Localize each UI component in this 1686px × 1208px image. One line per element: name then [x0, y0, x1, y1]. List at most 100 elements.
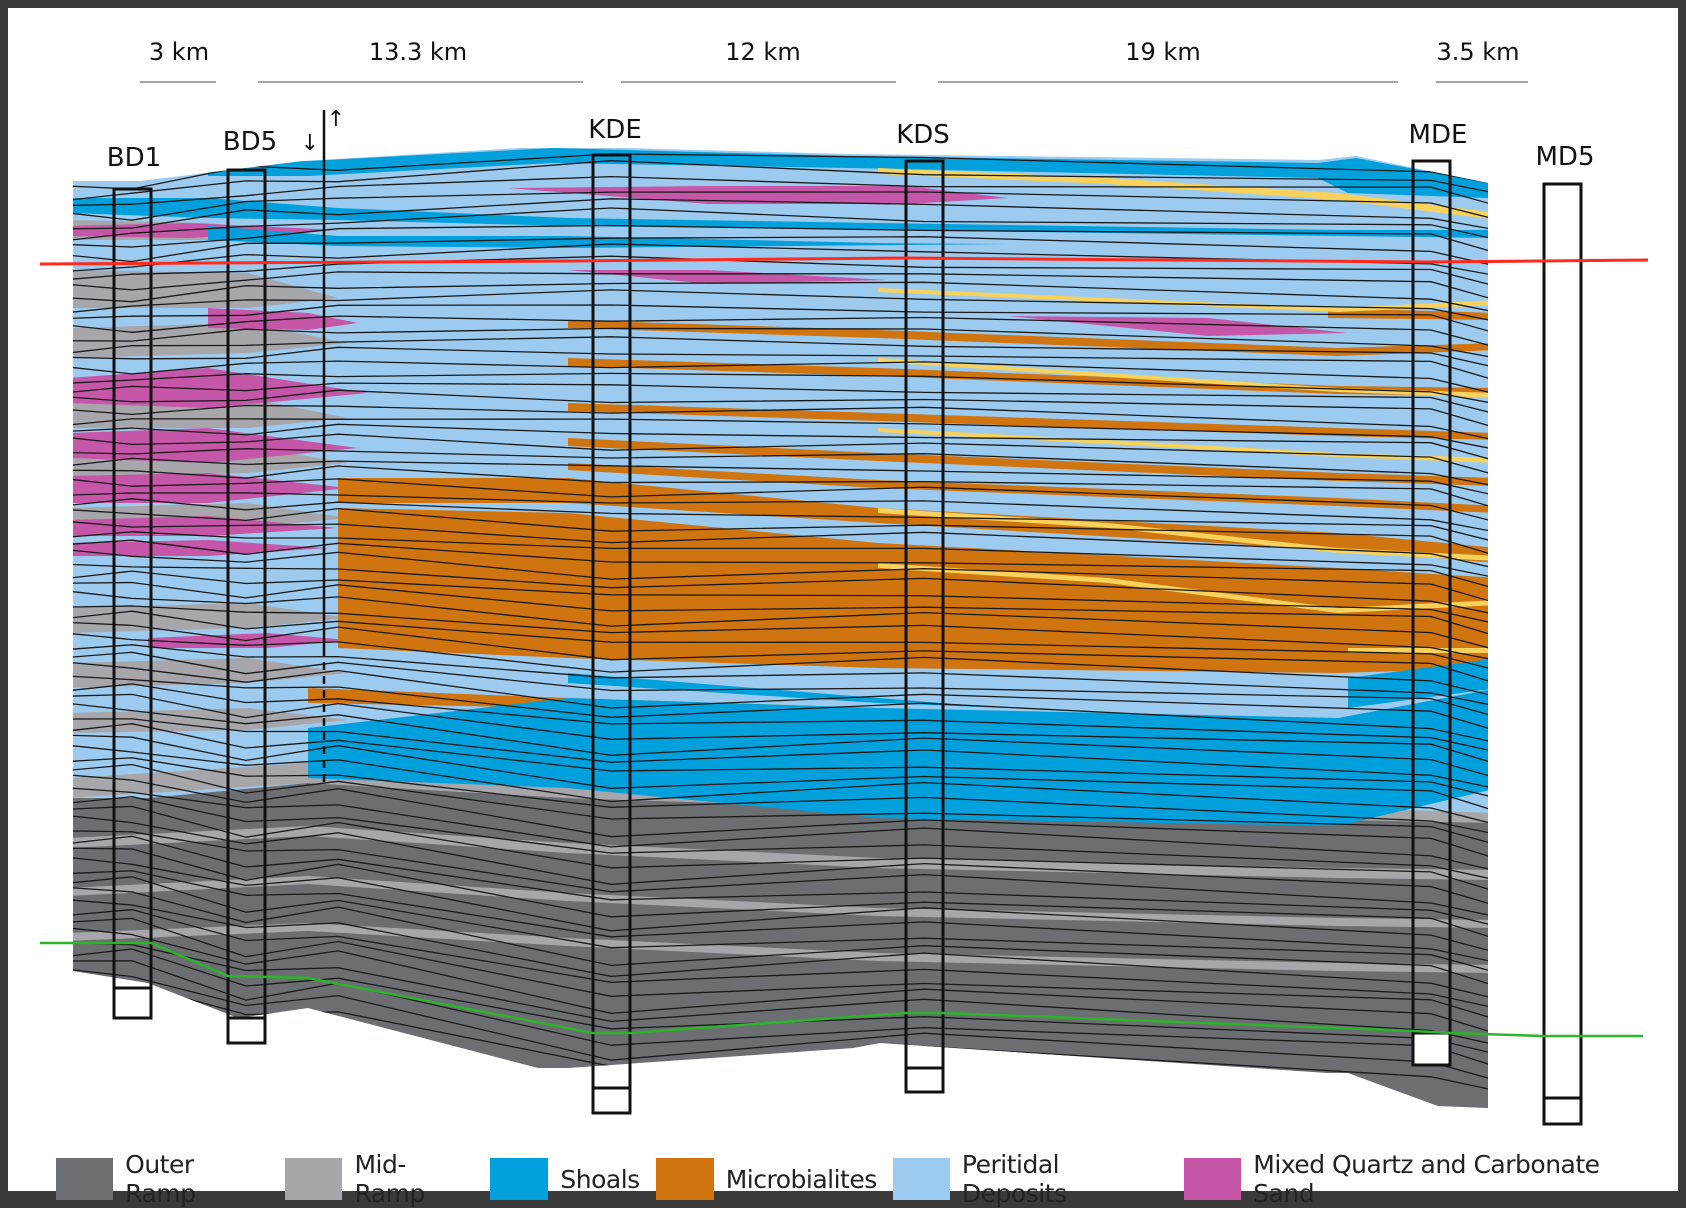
- correlation-line: [73, 418, 1488, 471]
- correlation-line: [73, 289, 1488, 343]
- legend-swatch: [655, 1158, 714, 1200]
- legend-label: Microbialites: [725, 1164, 878, 1194]
- legend-item-peritidal: Peritidal Deposits: [892, 1150, 1168, 1208]
- correlation-lines: [73, 153, 1488, 1108]
- mixed-sand-lens: [73, 473, 348, 503]
- correlation-line: [73, 327, 1488, 374]
- correlation-line: [73, 346, 1488, 401]
- well-base: [904, 1066, 945, 1094]
- correlation-line: [73, 948, 1488, 1078]
- correlation-line: [73, 236, 1488, 282]
- well-base: [112, 986, 153, 1020]
- correlation-line: [73, 570, 1488, 646]
- legend-swatch: [1184, 1158, 1242, 1200]
- correlation-line: [73, 198, 1488, 246]
- lower-marker-line: [40, 941, 1643, 1038]
- well-base: [1411, 1031, 1452, 1067]
- correlation-line: [73, 160, 1488, 215]
- correlation-line: [73, 774, 1488, 880]
- correlation-line: [73, 702, 1488, 797]
- correlation-line: [73, 433, 1488, 494]
- correlation-line: [73, 336, 1488, 390]
- correlation-line: [73, 465, 1488, 529]
- well-labels: BD1 BD5 KDE KDS MDE MD5: [107, 115, 1595, 173]
- mid-ramp-band: [73, 603, 348, 633]
- mixed-sand-lens: [1008, 316, 1348, 336]
- well-label: MDE: [1409, 120, 1468, 150]
- mixed-sand-lens: [73, 223, 338, 238]
- correlation-line: [73, 605, 1488, 678]
- distance-label: 13.3 km: [369, 38, 467, 66]
- correlation-line: [73, 281, 1488, 327]
- legend-swatch: [892, 1158, 950, 1200]
- correlation-line: [73, 723, 1488, 821]
- correlation-line: [73, 763, 1488, 867]
- figure-frame: 3 km 13.3 km 12 km 19 km 3.5 km: [8, 8, 1678, 1208]
- well-bases: [112, 986, 1583, 1126]
- legend-swatch: [490, 1158, 549, 1200]
- yellow-bed: [878, 168, 1488, 220]
- legend-swatch: [56, 1158, 114, 1200]
- correlation-line: [73, 734, 1488, 833]
- legend-item-microbialites: Microbialites: [655, 1158, 878, 1200]
- correlation-line: [73, 683, 1488, 774]
- correlation-line: [73, 389, 1488, 448]
- correlation-line: [73, 224, 1488, 273]
- fault: ↓ ↑: [301, 107, 345, 788]
- well-label: MD5: [1536, 142, 1595, 172]
- correlation-line: [73, 539, 1488, 610]
- legend-swatch: [285, 1158, 343, 1200]
- correlation-line: [73, 563, 1488, 629]
- correlation-line: [73, 675, 1488, 758]
- correlation-line: [73, 886, 1488, 1008]
- well-base: [1542, 1096, 1583, 1126]
- correlation-line: [73, 796, 1488, 903]
- correlation-line: [73, 651, 1488, 739]
- shoal-band: [73, 198, 1488, 238]
- microbialite-band: [568, 438, 1488, 486]
- mid-ramp-band: [73, 876, 1488, 928]
- yellow-bed: [878, 358, 1488, 398]
- well-label: KDE: [588, 115, 642, 145]
- correlation-line: [73, 382, 1488, 436]
- fault-down-arrow: ↓: [301, 131, 319, 156]
- correlation-line: [73, 207, 1488, 261]
- correlation-line: [73, 847, 1488, 961]
- correlation-line: [73, 498, 1488, 564]
- correlation-line: [73, 404, 1488, 455]
- yellow-bed: [878, 508, 1488, 561]
- distance-label: 3 km: [149, 38, 209, 66]
- well-label: KDS: [896, 120, 950, 150]
- upper-marker-line: [39, 256, 1649, 266]
- correlation-line: [73, 960, 1488, 1089]
- fault-up-arrow: ↑: [327, 107, 345, 132]
- distance-label: 12 km: [725, 38, 800, 66]
- legend-item-outer-ramp: Outer Ramp: [56, 1150, 269, 1208]
- distance-label: 19 km: [1125, 38, 1200, 66]
- well-label: BD1: [107, 143, 161, 173]
- correlation-line: [73, 644, 1488, 727]
- shoal-band: [308, 688, 1488, 826]
- correlation-line: [73, 610, 1488, 693]
- mid-ramp-band: [73, 270, 338, 308]
- correlation-line: [73, 175, 1488, 225]
- correlation-panel: 3 km 13.3 km 12 km 19 km 3.5 km: [39, 38, 1649, 1126]
- legend-label: Mid-Ramp: [354, 1150, 425, 1208]
- yellow-bed: [1348, 648, 1488, 653]
- correlation-line: [73, 531, 1488, 599]
- correlation-line: [73, 805, 1488, 912]
- mid-ramp-band: [73, 708, 348, 733]
- shoal-band: [208, 148, 1488, 198]
- legend-item-shoals: Shoals: [490, 1158, 640, 1200]
- well-label: BD5: [223, 127, 277, 157]
- legend-item-mid-ramp: Mid-Ramp: [285, 1150, 474, 1208]
- correlation-line: [73, 927, 1488, 1055]
- mixed-sand-lens: [508, 186, 1008, 204]
- correlation-line: [73, 718, 1488, 806]
- correlation-line: [73, 549, 1488, 623]
- correlation-line: [73, 968, 1488, 1100]
- correlation-line: [73, 632, 1488, 713]
- correlation-line: [73, 457, 1488, 518]
- correlation-line: [73, 492, 1488, 550]
- correlation-line: [73, 942, 1488, 1061]
